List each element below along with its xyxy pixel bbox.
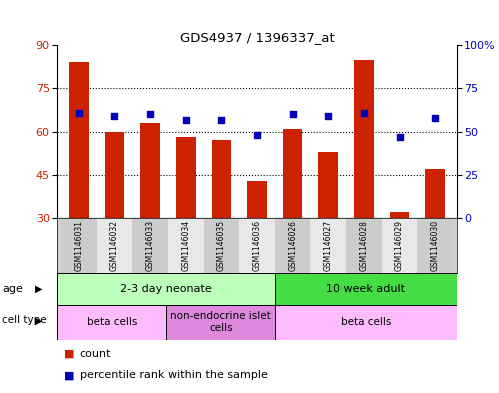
Bar <box>318 152 338 218</box>
Text: GSM1146036: GSM1146036 <box>252 220 261 271</box>
Point <box>75 110 83 116</box>
Text: 10 week adult: 10 week adult <box>326 284 405 294</box>
Text: GSM1146032: GSM1146032 <box>110 220 119 271</box>
Text: GSM1146033: GSM1146033 <box>146 220 155 271</box>
Text: ▶: ▶ <box>35 315 42 325</box>
Bar <box>425 169 445 218</box>
Text: GSM1146029: GSM1146029 <box>395 220 404 271</box>
Bar <box>105 132 124 218</box>
Text: cell type: cell type <box>2 315 47 325</box>
Bar <box>247 181 267 218</box>
Text: GSM1146027: GSM1146027 <box>324 220 333 271</box>
Point <box>218 116 226 123</box>
Bar <box>417 218 453 273</box>
Bar <box>166 305 275 340</box>
Bar <box>346 218 382 273</box>
Bar <box>132 218 168 273</box>
Bar <box>275 305 457 340</box>
Bar <box>390 212 409 218</box>
Text: count: count <box>80 349 111 359</box>
Bar <box>239 218 275 273</box>
Bar <box>176 138 196 218</box>
Point <box>288 111 296 118</box>
Bar <box>275 218 310 273</box>
Point <box>396 134 404 140</box>
Text: percentile rank within the sample: percentile rank within the sample <box>80 370 268 380</box>
Text: ▶: ▶ <box>35 284 42 294</box>
Point <box>360 110 368 116</box>
Bar <box>212 140 231 218</box>
Text: GSM1146030: GSM1146030 <box>431 220 440 271</box>
Bar <box>61 218 97 273</box>
Bar <box>168 218 204 273</box>
Text: ■: ■ <box>57 349 75 359</box>
Point <box>253 132 261 138</box>
Text: 2-3 day neonate: 2-3 day neonate <box>120 284 212 294</box>
Bar <box>283 129 302 218</box>
Bar <box>310 218 346 273</box>
Text: GSM1146028: GSM1146028 <box>359 220 368 271</box>
Text: GSM1146034: GSM1146034 <box>181 220 190 271</box>
Point <box>110 113 118 119</box>
Text: GSM1146031: GSM1146031 <box>74 220 83 271</box>
Text: ■: ■ <box>57 370 75 380</box>
Title: GDS4937 / 1396337_at: GDS4937 / 1396337_at <box>180 31 334 44</box>
Text: GSM1146026: GSM1146026 <box>288 220 297 271</box>
Text: non-endocrine islet
cells: non-endocrine islet cells <box>170 312 271 333</box>
Point <box>146 111 154 118</box>
Bar <box>275 273 457 305</box>
Point <box>324 113 332 119</box>
Text: GSM1146035: GSM1146035 <box>217 220 226 271</box>
Bar <box>382 218 417 273</box>
Bar <box>97 218 132 273</box>
Bar <box>204 218 239 273</box>
Bar <box>69 62 89 218</box>
Text: beta cells: beta cells <box>87 317 137 327</box>
Bar <box>57 305 166 340</box>
Text: age: age <box>2 284 23 294</box>
Point <box>431 115 439 121</box>
Text: beta cells: beta cells <box>341 317 391 327</box>
Bar <box>354 60 374 218</box>
Bar <box>57 273 275 305</box>
Point <box>182 116 190 123</box>
Bar <box>140 123 160 218</box>
